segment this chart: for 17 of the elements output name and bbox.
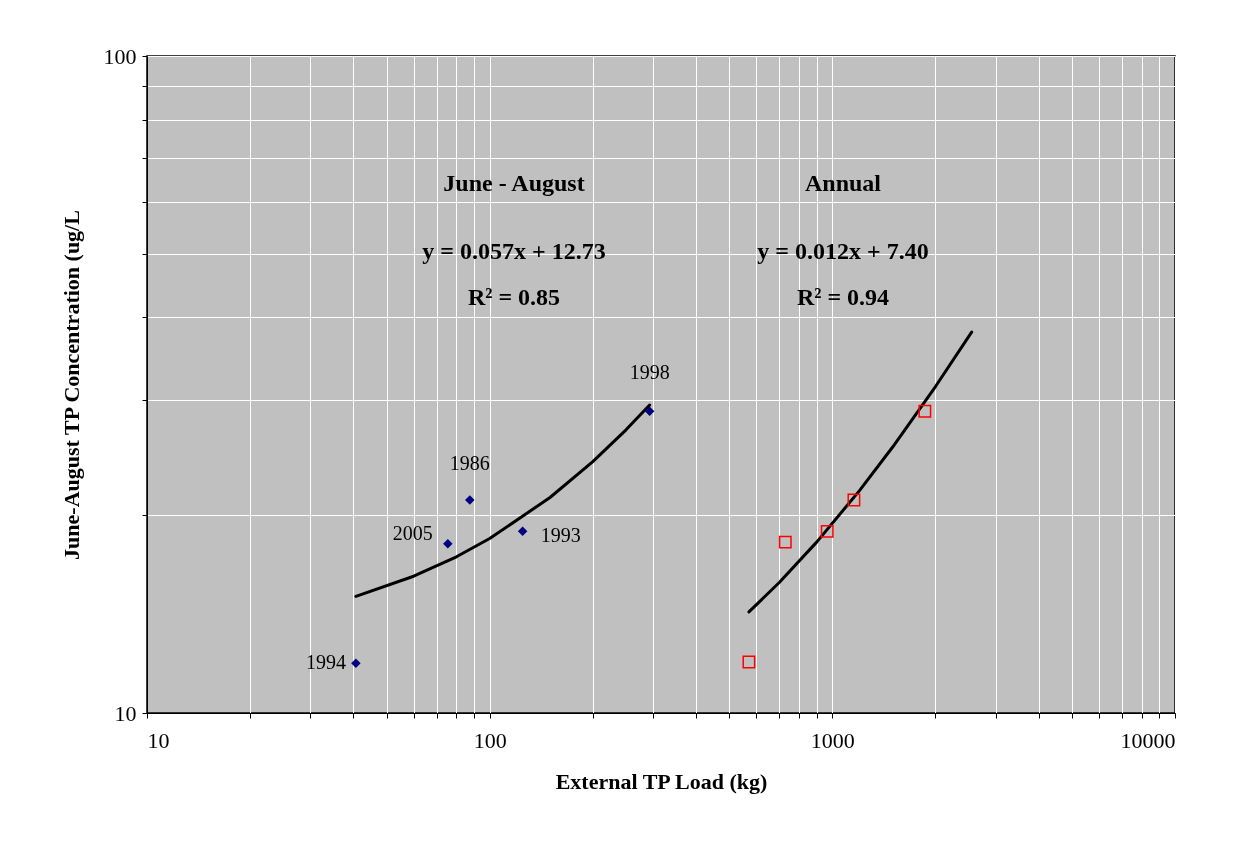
annotation: Annual bbox=[804, 170, 882, 196]
x-tick-label: 100 bbox=[473, 727, 507, 753]
x-tick-label: 10 bbox=[147, 727, 170, 753]
annotation: June - August bbox=[443, 170, 585, 196]
annotation: 1998 bbox=[629, 361, 670, 384]
x-tick-label: 10000 bbox=[1120, 727, 1176, 753]
annotation: 1993 bbox=[540, 524, 581, 547]
x-axis-title: External TP Load (kg) bbox=[555, 768, 768, 794]
annotation: R² = 0.85 bbox=[467, 284, 561, 310]
annotation: R² = 0.94 bbox=[796, 284, 890, 310]
annotation: 1986 bbox=[449, 451, 490, 474]
x-tick-label: 1000 bbox=[810, 727, 855, 753]
annotation: y = 0.012x + 7.40 bbox=[757, 238, 929, 264]
annotation: 1994 bbox=[305, 651, 346, 674]
annotation: 2005 bbox=[392, 521, 433, 544]
annotation: y = 0.057x + 12.73 bbox=[422, 238, 606, 264]
y-axis-title: June-August TP Concentration (ug/L bbox=[58, 210, 84, 560]
